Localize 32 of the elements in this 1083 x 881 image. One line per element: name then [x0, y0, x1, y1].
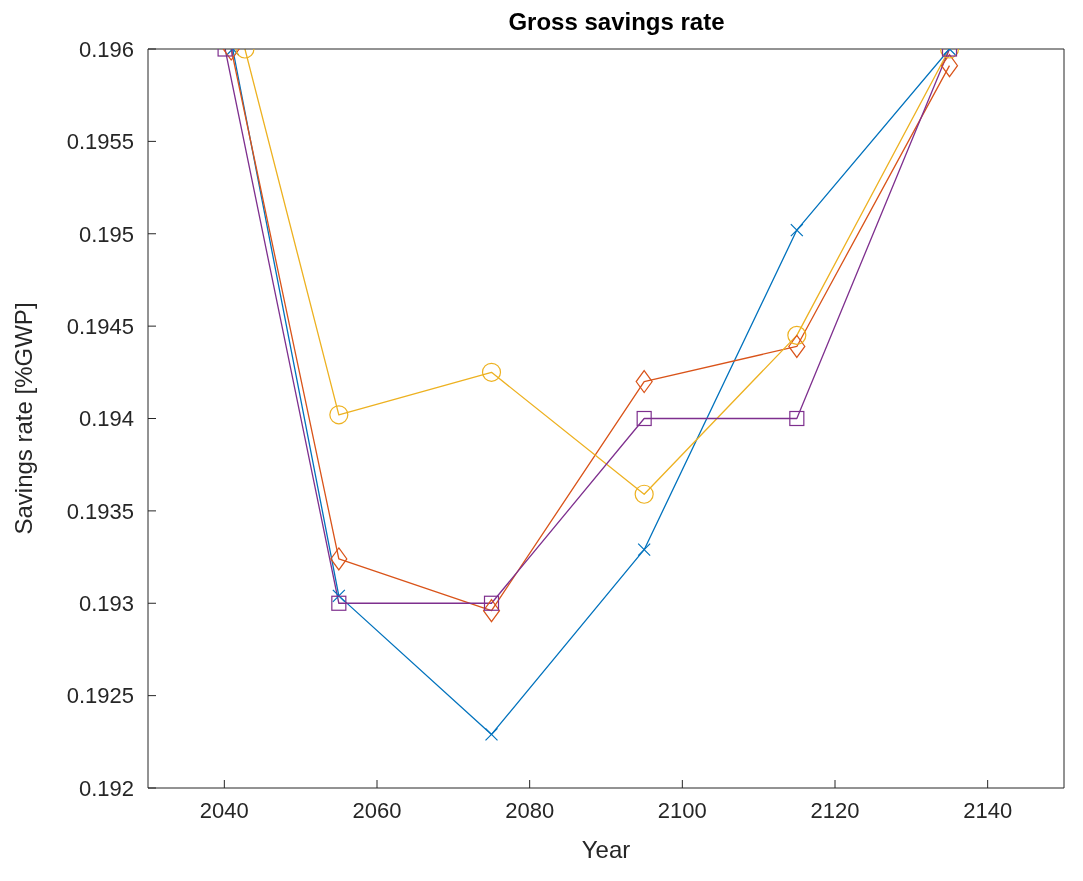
y-tick-label: 0.193	[78, 591, 134, 617]
y-tick-label: 0.1925	[66, 683, 134, 709]
point	[634, 484, 654, 504]
y-tick-label: 0.196	[78, 36, 134, 62]
y-axis-title: Savings rate [%GWP]	[9, 302, 37, 535]
point	[330, 547, 348, 571]
x-axis-title: Year	[581, 836, 631, 863]
x-tick-label: 2040	[199, 797, 249, 823]
y-tick-label: 0.1955	[66, 129, 134, 155]
x-tick-label: 2060	[352, 797, 402, 823]
x-tick-label: 2080	[505, 797, 555, 823]
point	[789, 410, 805, 427]
point	[482, 599, 501, 623]
point	[635, 369, 653, 394]
point	[787, 325, 807, 345]
y-tick-label: 0.194	[78, 406, 134, 432]
y-tick-label: 0.1935	[66, 498, 134, 524]
y-tick-label: 0.195	[78, 221, 134, 247]
x-tick-label: 2120	[810, 797, 860, 823]
point	[331, 595, 347, 611]
x-tick-label: 2100	[657, 797, 707, 823]
point	[637, 543, 651, 557]
chart-title: Gross savings rate	[507, 8, 726, 36]
point	[484, 727, 499, 742]
point	[481, 362, 502, 382]
point	[636, 410, 652, 427]
x-tick-label: 2140	[963, 797, 1013, 823]
point	[788, 334, 806, 359]
y-tick-label: 0.1945	[66, 313, 134, 339]
y-tick-label: 0.192	[78, 775, 134, 801]
point	[329, 405, 349, 425]
point	[332, 589, 346, 603]
